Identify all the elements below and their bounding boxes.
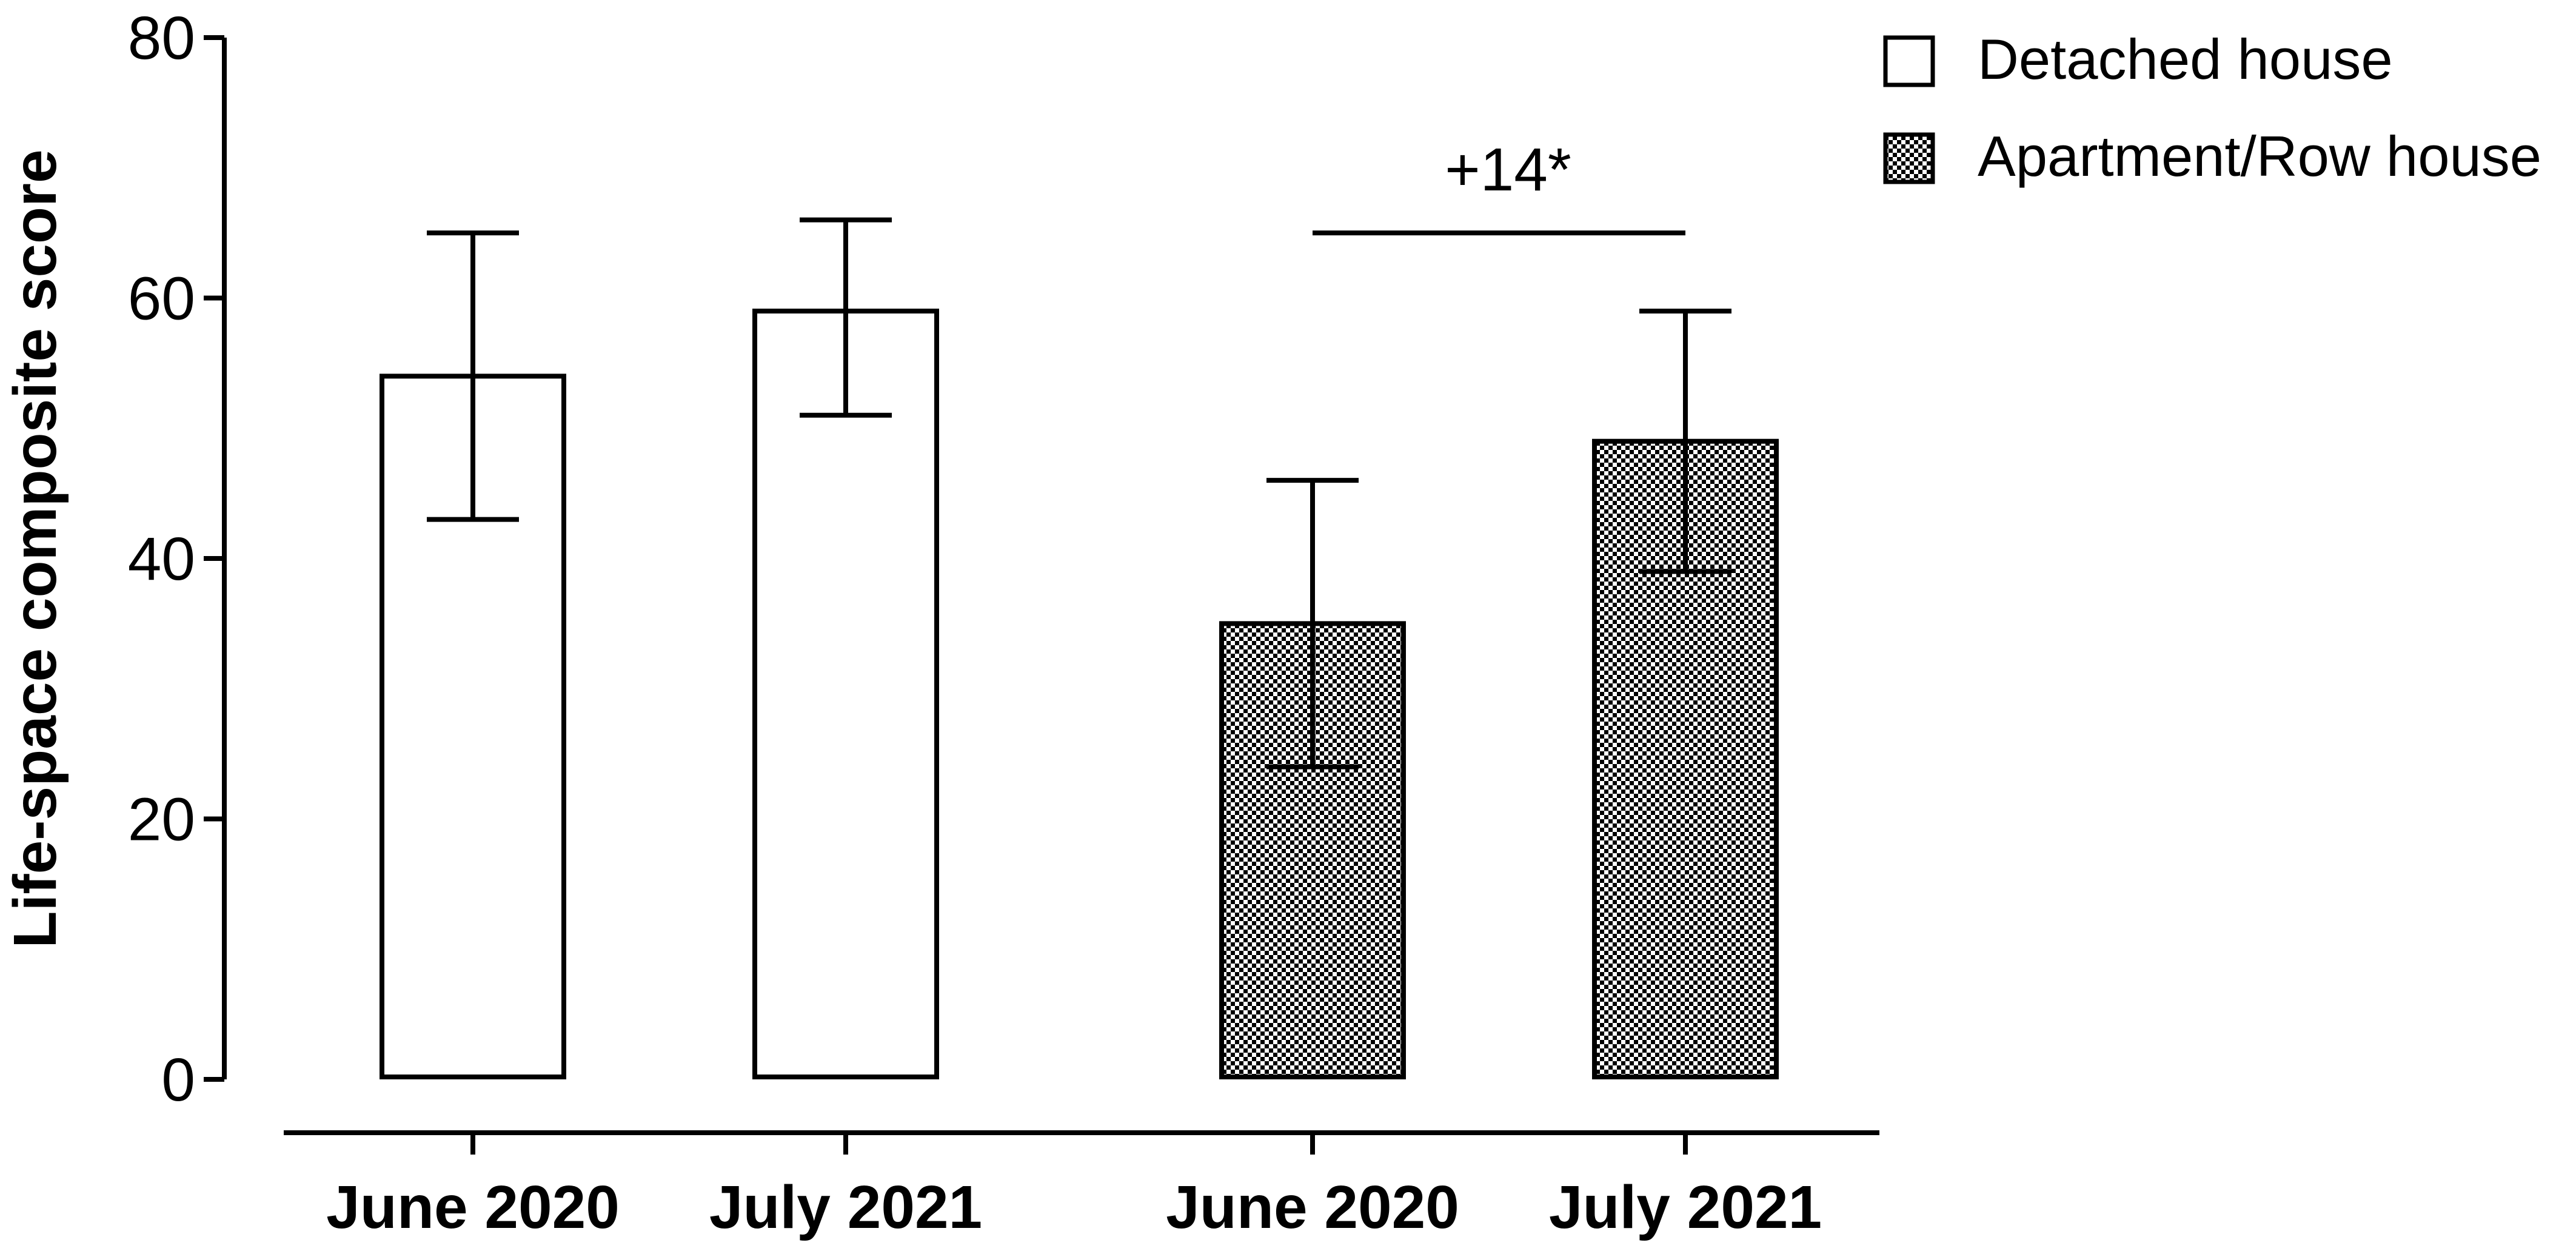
y-tick-label: 0: [161, 1046, 195, 1114]
legend-label: Apartment/Row house: [1978, 124, 2541, 188]
legend-label: Detached house: [1978, 27, 2393, 91]
y-tick-label: 60: [128, 265, 195, 333]
bar: [752, 308, 939, 1079]
significance-label: +14*: [1445, 136, 1571, 204]
legend-swatch: [1883, 35, 1935, 87]
x-tick-label: June 2020: [1166, 1173, 1459, 1241]
legend-swatch: [1883, 132, 1935, 184]
x-tick-label: July 2021: [1549, 1173, 1822, 1241]
y-axis-label: Life-space composite score: [1, 149, 69, 948]
y-tick-label: 20: [128, 786, 195, 854]
y-tick-label: 40: [128, 525, 195, 593]
x-tick-label: July 2021: [709, 1173, 982, 1241]
x-tick-label: June 2020: [326, 1173, 620, 1241]
y-tick-label: 80: [128, 4, 195, 72]
